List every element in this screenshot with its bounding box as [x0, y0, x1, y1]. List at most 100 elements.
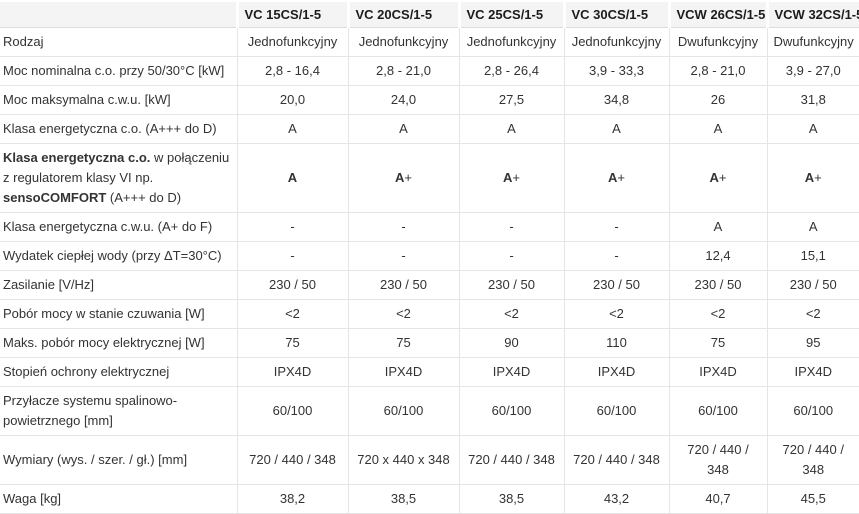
- spec-cell: 95: [766, 328, 859, 358]
- spec-cell: 45,5: [766, 484, 859, 514]
- spec-cell: 24,0: [347, 85, 460, 115]
- spec-cell: 2,8 - 26,4: [458, 56, 565, 86]
- row-label: Moc maksymalna c.w.u. [kW]: [0, 85, 238, 115]
- row-label: Klasa energetyczna c.o. (A+++ do D): [0, 114, 238, 144]
- spec-cell: IPX4D: [668, 357, 768, 387]
- spec-cell: 60/100: [668, 386, 768, 436]
- spec-cell: 230 / 50: [766, 270, 859, 300]
- table-row: Klasa energetyczna c.w.u. (A+ do F) - - - - A…: [0, 212, 859, 242]
- table-row: Klasa energetyczna c.o. (A+++ do D) A A A A A…: [0, 114, 859, 144]
- spec-cell: 3,9 - 33,3: [563, 56, 670, 86]
- table-row: Klasa energetyczna c.o. w połączeniu z r…: [0, 143, 859, 213]
- row-label: Wydatek ciepłej wody (przy ΔT=30°C): [0, 241, 238, 271]
- spec-cell: -: [563, 241, 670, 271]
- row-label: Maks. pobór mocy elektrycznej [W]: [0, 328, 238, 358]
- label-segment-bold: sensoCOMFORT: [3, 190, 107, 205]
- spec-cell: 38,5: [458, 484, 565, 514]
- spec-cell: A: [236, 143, 349, 213]
- row-label: Klasa energetyczna c.o. w połączeniu z r…: [0, 143, 238, 213]
- row-label: Waga [kg]: [0, 484, 238, 514]
- spec-cell: 43,2: [563, 484, 670, 514]
- spec-cell: A+: [766, 143, 859, 213]
- spec-cell: <2: [766, 299, 859, 329]
- spec-cell: A: [347, 114, 460, 144]
- spec-cell: 38,5: [347, 484, 460, 514]
- spec-cell: 720 / 440 / 348: [668, 435, 768, 485]
- spec-cell: 720 / 440 / 348: [236, 435, 349, 485]
- table-row: Przyłacze systemu spalinowo-powietrznego…: [0, 386, 859, 436]
- spec-cell: 2,8 - 16,4: [236, 56, 349, 86]
- table-row: Moc nominalna c.o. przy 50/30°C [kW] 2,8 …: [0, 56, 859, 86]
- table-row: Pobór mocy w stanie czuwania [W] <2 <2 <2 <2…: [0, 299, 859, 329]
- column-header: VCW 32CS/1-5: [765, 2, 859, 28]
- row-label: Przyłacze systemu spalinowo-powietrznego…: [0, 386, 238, 436]
- spec-cell: 60/100: [236, 386, 349, 436]
- spec-cell: -: [236, 212, 349, 242]
- spec-cell: Jednofunkcyjny: [236, 27, 349, 57]
- table-row: Rodzaj Jednofunkcyjny Jednofunkcyjny Jednof…: [0, 27, 859, 57]
- table-row: Stopień ochrony elektrycznej IPX4D IPX4D IP…: [0, 357, 859, 387]
- spec-cell: 60/100: [347, 386, 460, 436]
- spec-cell: A+: [563, 143, 670, 213]
- spec-cell: 230 / 50: [458, 270, 565, 300]
- spec-cell: IPX4D: [766, 357, 859, 387]
- spec-cell: <2: [563, 299, 670, 329]
- spec-cell: IPX4D: [347, 357, 460, 387]
- label-segment-bold: Klasa energetyczna c.o.: [3, 150, 151, 165]
- column-header: VC 25CS/1-5: [457, 2, 564, 28]
- corner-cell: [0, 2, 237, 28]
- spec-cell: A: [668, 212, 768, 242]
- spec-cell: 720 / 440 / 348: [563, 435, 670, 485]
- column-header: VC 30CS/1-5: [562, 2, 669, 28]
- spec-cell: 75: [236, 328, 349, 358]
- table-row: Waga [kg] 38,2 38,5 38,5 43,2 40,7 45,5: [0, 484, 859, 514]
- row-label: Pobór mocy w stanie czuwania [W]: [0, 299, 238, 329]
- spec-cell: 720 / 440 / 348: [458, 435, 565, 485]
- spec-cell: 60/100: [458, 386, 565, 436]
- spec-cell: 34,8: [563, 85, 670, 115]
- spec-cell: Dwufunkcyjny: [668, 27, 768, 57]
- spec-cell: 720 / 440 / 348: [766, 435, 859, 485]
- spec-cell: 720 x 440 x 348: [347, 435, 460, 485]
- spec-cell: 31,8: [766, 85, 859, 115]
- row-label: Wymiary (wys. / szer. / gł.) [mm]: [0, 435, 238, 485]
- spec-cell: A: [236, 114, 349, 144]
- row-label: Stopień ochrony elektrycznej: [0, 357, 238, 387]
- spec-cell: Dwufunkcyjny: [766, 27, 859, 57]
- spec-table-body: Rodzaj Jednofunkcyjny Jednofunkcyjny Jednof…: [0, 27, 859, 514]
- spec-cell: 75: [347, 328, 460, 358]
- spec-cell: -: [347, 241, 460, 271]
- column-header: VC 15CS/1-5: [235, 2, 348, 28]
- row-label: Rodzaj: [0, 27, 238, 57]
- spec-cell: 2,8 - 21,0: [668, 56, 768, 86]
- spec-cell: A: [668, 114, 768, 144]
- table-row: Maks. pobór mocy elektrycznej [W] 75 75 90 1…: [0, 328, 859, 358]
- spec-cell: 12,4: [668, 241, 768, 271]
- label-segment: (A+++ do D): [106, 190, 182, 205]
- spec-cell: Jednofunkcyjny: [458, 27, 565, 57]
- spec-cell: 2,8 - 21,0: [347, 56, 460, 86]
- row-label: Zasilanie [V/Hz]: [0, 270, 238, 300]
- spec-cell: A: [458, 114, 565, 144]
- spec-cell: A: [563, 114, 670, 144]
- spec-cell: -: [236, 241, 349, 271]
- spec-cell: IPX4D: [458, 357, 565, 387]
- spec-cell: 20,0: [236, 85, 349, 115]
- spec-cell: 60/100: [766, 386, 859, 436]
- spec-cell: 110: [563, 328, 670, 358]
- spec-cell: 230 / 50: [236, 270, 349, 300]
- spec-cell: 3,9 - 27,0: [766, 56, 859, 86]
- row-label: Klasa energetyczna c.w.u. (A+ do F): [0, 212, 238, 242]
- spec-cell: -: [563, 212, 670, 242]
- table-row: Wydatek ciepłej wody (przy ΔT=30°C) - - - -1…: [0, 241, 859, 271]
- column-header: VC 20CS/1-5: [346, 2, 459, 28]
- spec-cell: 230 / 50: [347, 270, 460, 300]
- spec-cell: IPX4D: [563, 357, 670, 387]
- spec-cell: IPX4D: [236, 357, 349, 387]
- label-segment: w połączeniu z regulatorem klasy VI np.: [3, 150, 230, 185]
- spec-cell: <2: [236, 299, 349, 329]
- spec-cell: A+: [458, 143, 565, 213]
- spec-cell: 230 / 50: [563, 270, 670, 300]
- spec-cell: A: [766, 212, 859, 242]
- spec-cell: -: [347, 212, 460, 242]
